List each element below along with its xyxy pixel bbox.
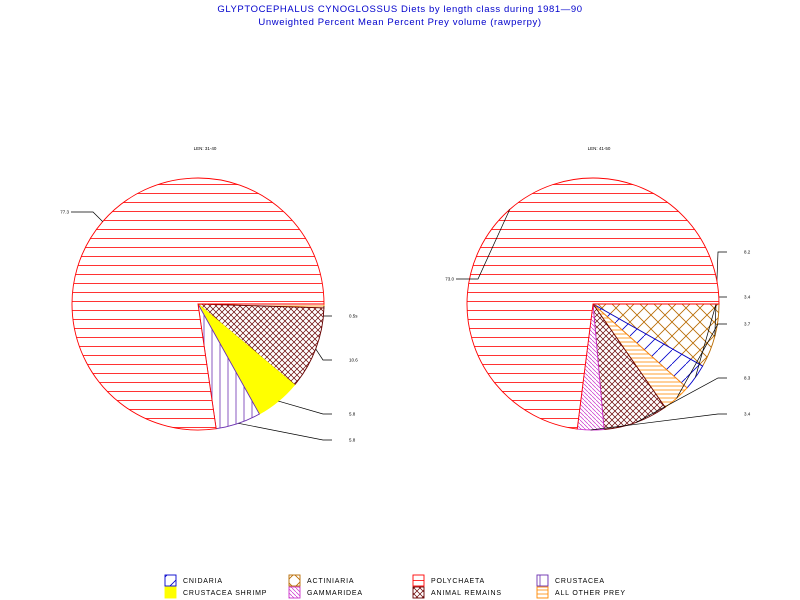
legend-item-gammaridea: GAMMARIDEA: [288, 586, 363, 599]
slice-label: 10.6: [349, 358, 358, 363]
leader-line: [590, 413, 727, 431]
legend-swatch: [164, 586, 177, 599]
leader-line: [714, 251, 727, 337]
legend: CNIDARIA ACTINIARIA POLYCHAETA CRUSTACEA CRU…: [164, 574, 626, 599]
leader-line: [676, 323, 727, 399]
legend-label: ACTINIARIA: [307, 578, 354, 585]
legend-label: ALL OTHER PREY: [555, 590, 626, 597]
chart-title: GLYPTOCEPHALUS CYNOGLOSSUS Diets by leng…: [217, 4, 583, 15]
legend-item-actiniaria: ACTINIARIA: [288, 574, 354, 587]
legend-item-polychaeta: POLYCHAETA: [412, 574, 485, 587]
legend-item-crustacea: CRUSTACEA: [536, 574, 605, 587]
slice-label: 5.8: [349, 412, 356, 417]
legend-label: POLYCHAETA: [431, 578, 485, 585]
slice-label: 5.8: [349, 438, 356, 443]
leader-line: [456, 209, 511, 280]
legend-swatch: [288, 574, 301, 587]
leader-line: [278, 400, 332, 415]
legend-label: ANIMAL REMAINS: [431, 590, 502, 597]
legend-swatch: [412, 574, 425, 587]
pie-title: LEN: 41-50: [588, 146, 611, 151]
slice-label: 8.3: [744, 376, 751, 381]
leader-line: [635, 377, 727, 423]
legend-item-other: ALL OTHER PREY: [536, 586, 626, 599]
pie-slice-remains: [196, 303, 325, 386]
legend-swatch: [536, 574, 549, 587]
slice-label: 3.4: [744, 412, 751, 417]
leader-line: [238, 422, 332, 441]
legend-swatch: [536, 586, 549, 599]
legend-label: CNIDARIA: [183, 578, 223, 585]
slice-label: 77.3: [60, 210, 69, 215]
legend-swatch: [164, 574, 177, 587]
legend-label: GAMMARIDEA: [307, 590, 363, 597]
chart-subtitle: Unweighted Percent Mean Percent Prey vol…: [258, 17, 542, 28]
legend-swatch: [412, 586, 425, 599]
slice-label: 8.2: [744, 250, 751, 255]
legend-swatch: [288, 586, 301, 599]
slice-label: 73.0: [445, 277, 454, 282]
pie-title: LEN: 31-40: [194, 146, 217, 151]
leader-line: [71, 211, 103, 222]
pie-chart-2: LEN: 41-50 8.2 3.4 3.7 8.3 3.4 73.0: [445, 146, 751, 431]
slice-label: 3.7: [744, 322, 751, 327]
slice-label: 3.4: [744, 295, 751, 300]
legend-item-remains: ANIMAL REMAINS: [412, 586, 502, 599]
legend-label: CRUSTACEA: [555, 578, 605, 585]
pie-chart-1: LEN: 31-40 0.5s 10.6 5.8 5.8 77.3: [60, 146, 358, 443]
legend-item-cnidaria: CNIDARIA: [164, 574, 223, 587]
legend-item-shrimp: CRUSTACEA SHRIMP: [164, 586, 267, 599]
leader-line: [315, 348, 332, 361]
slice-label: 0.5s: [349, 314, 358, 319]
legend-label: CRUSTACEA SHRIMP: [183, 590, 267, 597]
